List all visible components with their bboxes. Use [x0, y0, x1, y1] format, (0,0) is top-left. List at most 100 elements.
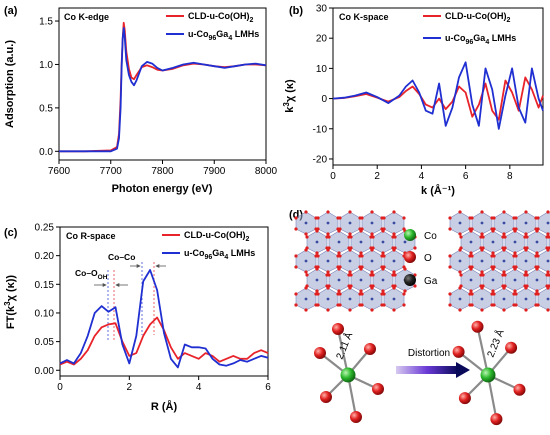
- o-atom-icon: [452, 345, 465, 358]
- y-tick-label: 0.10: [35, 308, 55, 319]
- o-atom-icon: [381, 251, 385, 255]
- o-atom-icon: [480, 210, 484, 214]
- co-atom-icon: [535, 240, 539, 244]
- y-tick-label: 0.00: [35, 366, 55, 377]
- o-atom-icon: [349, 273, 353, 277]
- o-atom-icon: [491, 229, 495, 233]
- o-atom-icon: [546, 308, 550, 312]
- o-atom-icon: [326, 270, 330, 274]
- o-atom-icon: [480, 232, 484, 236]
- o-atom-icon: [524, 308, 528, 312]
- o-atom-icon: [338, 216, 342, 220]
- o-atom-icon: [403, 267, 407, 271]
- legend-label-cld: CLD-u-Co(OH)2: [184, 230, 249, 243]
- o-atom-icon: [360, 303, 364, 307]
- legend-label-lmh: u-Co96Ga4 LMHs: [445, 33, 516, 46]
- x-tick-label: 7600: [48, 166, 71, 177]
- o-atom-icon: [382, 303, 386, 307]
- o-atom-icon: [547, 273, 550, 277]
- o-atom-icon: [459, 235, 463, 239]
- o-atom-icon: [370, 210, 374, 214]
- co-atom-icon: [392, 297, 396, 301]
- o-atom-icon: [348, 248, 352, 252]
- o-atom-icon: [514, 303, 518, 307]
- y-tick-label: 0.25: [35, 223, 55, 234]
- o-atom-icon: [535, 251, 539, 255]
- o-atom-icon: [326, 232, 330, 236]
- o-atom-icon: [392, 286, 396, 290]
- o-atom-icon: [480, 308, 484, 312]
- o-atom-icon: [546, 286, 550, 290]
- y-tick-label: 1.0: [39, 60, 53, 71]
- o-atom-icon: [403, 289, 407, 293]
- o-atom-icon: [304, 210, 308, 214]
- co-atom-icon: [502, 221, 506, 225]
- o-atom-icon: [492, 254, 496, 258]
- co-atom-icon: [404, 229, 416, 241]
- o-atom-icon: [364, 343, 376, 355]
- panel-d-structure: (d) Co O Ga Distortion 2.11 Å 2.23 Å: [289, 209, 550, 426]
- co-atom-icon: [513, 240, 517, 244]
- o-atom-icon: [372, 383, 384, 395]
- co-atom-icon: [458, 259, 462, 263]
- o-atom-icon: [490, 413, 503, 426]
- o-atom-icon: [371, 273, 375, 277]
- o-atom-icon: [524, 232, 528, 236]
- co-atom-icon: [524, 297, 528, 301]
- o-atom-icon: [448, 303, 452, 307]
- o-atom-icon: [535, 229, 539, 233]
- o-atom-icon: [513, 267, 517, 271]
- o-atom-icon: [502, 270, 506, 274]
- co-atom-icon: [491, 278, 495, 282]
- o-atom-icon: [471, 320, 484, 333]
- y-tick-label: 0.05: [35, 337, 55, 348]
- o-atom-icon: [525, 235, 529, 239]
- panel-c-label: (c): [4, 227, 18, 239]
- o-atom-icon: [492, 292, 496, 296]
- o-atom-icon: [491, 267, 495, 271]
- o-atom-icon: [348, 286, 352, 290]
- panel-a-label: (a): [4, 5, 18, 17]
- co-atom-icon: [359, 278, 363, 282]
- x-tick-label: 8: [507, 171, 513, 182]
- co-atom-icon: [535, 278, 539, 282]
- o-atom-icon: [491, 251, 495, 255]
- x-tick-label: 0: [57, 382, 63, 393]
- y-tick-label: -10: [313, 124, 328, 135]
- y-tick-label: 20: [316, 34, 328, 45]
- o-atom-icon: [448, 216, 452, 220]
- distortion-arrow-bar: [396, 366, 458, 374]
- series-cld-line: [59, 21, 267, 153]
- legend-o-label: O: [424, 253, 432, 264]
- panel-b-title: Co K-space: [339, 12, 389, 22]
- o-atom-icon: [371, 235, 375, 239]
- o-atom-icon: [469, 289, 473, 293]
- panel-a-xlabel: Photon energy (eV): [112, 183, 213, 195]
- panel-c-rspace: (c) Co R-space CLD-u-Co(OH)2 u-Co96Ga4 L…: [3, 223, 271, 414]
- co-atom-icon: [326, 221, 330, 225]
- o-atom-icon: [360, 216, 364, 220]
- legend-ga-label: Ga: [424, 276, 438, 287]
- o-atom-icon: [513, 289, 517, 293]
- o-atom-icon: [337, 267, 341, 271]
- co-atom-icon: [304, 221, 308, 225]
- o-atom-icon: [502, 286, 506, 290]
- o-atom-icon: [480, 286, 484, 290]
- o-atom-icon: [535, 289, 539, 293]
- o-atom-icon: [469, 267, 473, 271]
- panel-b-frame: [332, 7, 544, 166]
- series-cld-line: [332, 76, 544, 121]
- o-atom-icon: [359, 267, 363, 271]
- o-atom-icon: [326, 286, 330, 290]
- o-atom-icon: [524, 286, 528, 290]
- o-atom-icon: [481, 235, 485, 239]
- o-atom-icon: [546, 210, 550, 214]
- ga-atom-icon: [404, 274, 416, 286]
- co-atom-icon: [524, 221, 528, 225]
- co-atom-icon: [469, 278, 473, 282]
- o-atom-icon: [327, 235, 331, 239]
- o-atom-icon: [458, 248, 462, 252]
- o-atom-icon: [370, 308, 374, 312]
- o-atom-icon: [337, 251, 341, 255]
- element-legend: Co O Ga: [404, 229, 438, 287]
